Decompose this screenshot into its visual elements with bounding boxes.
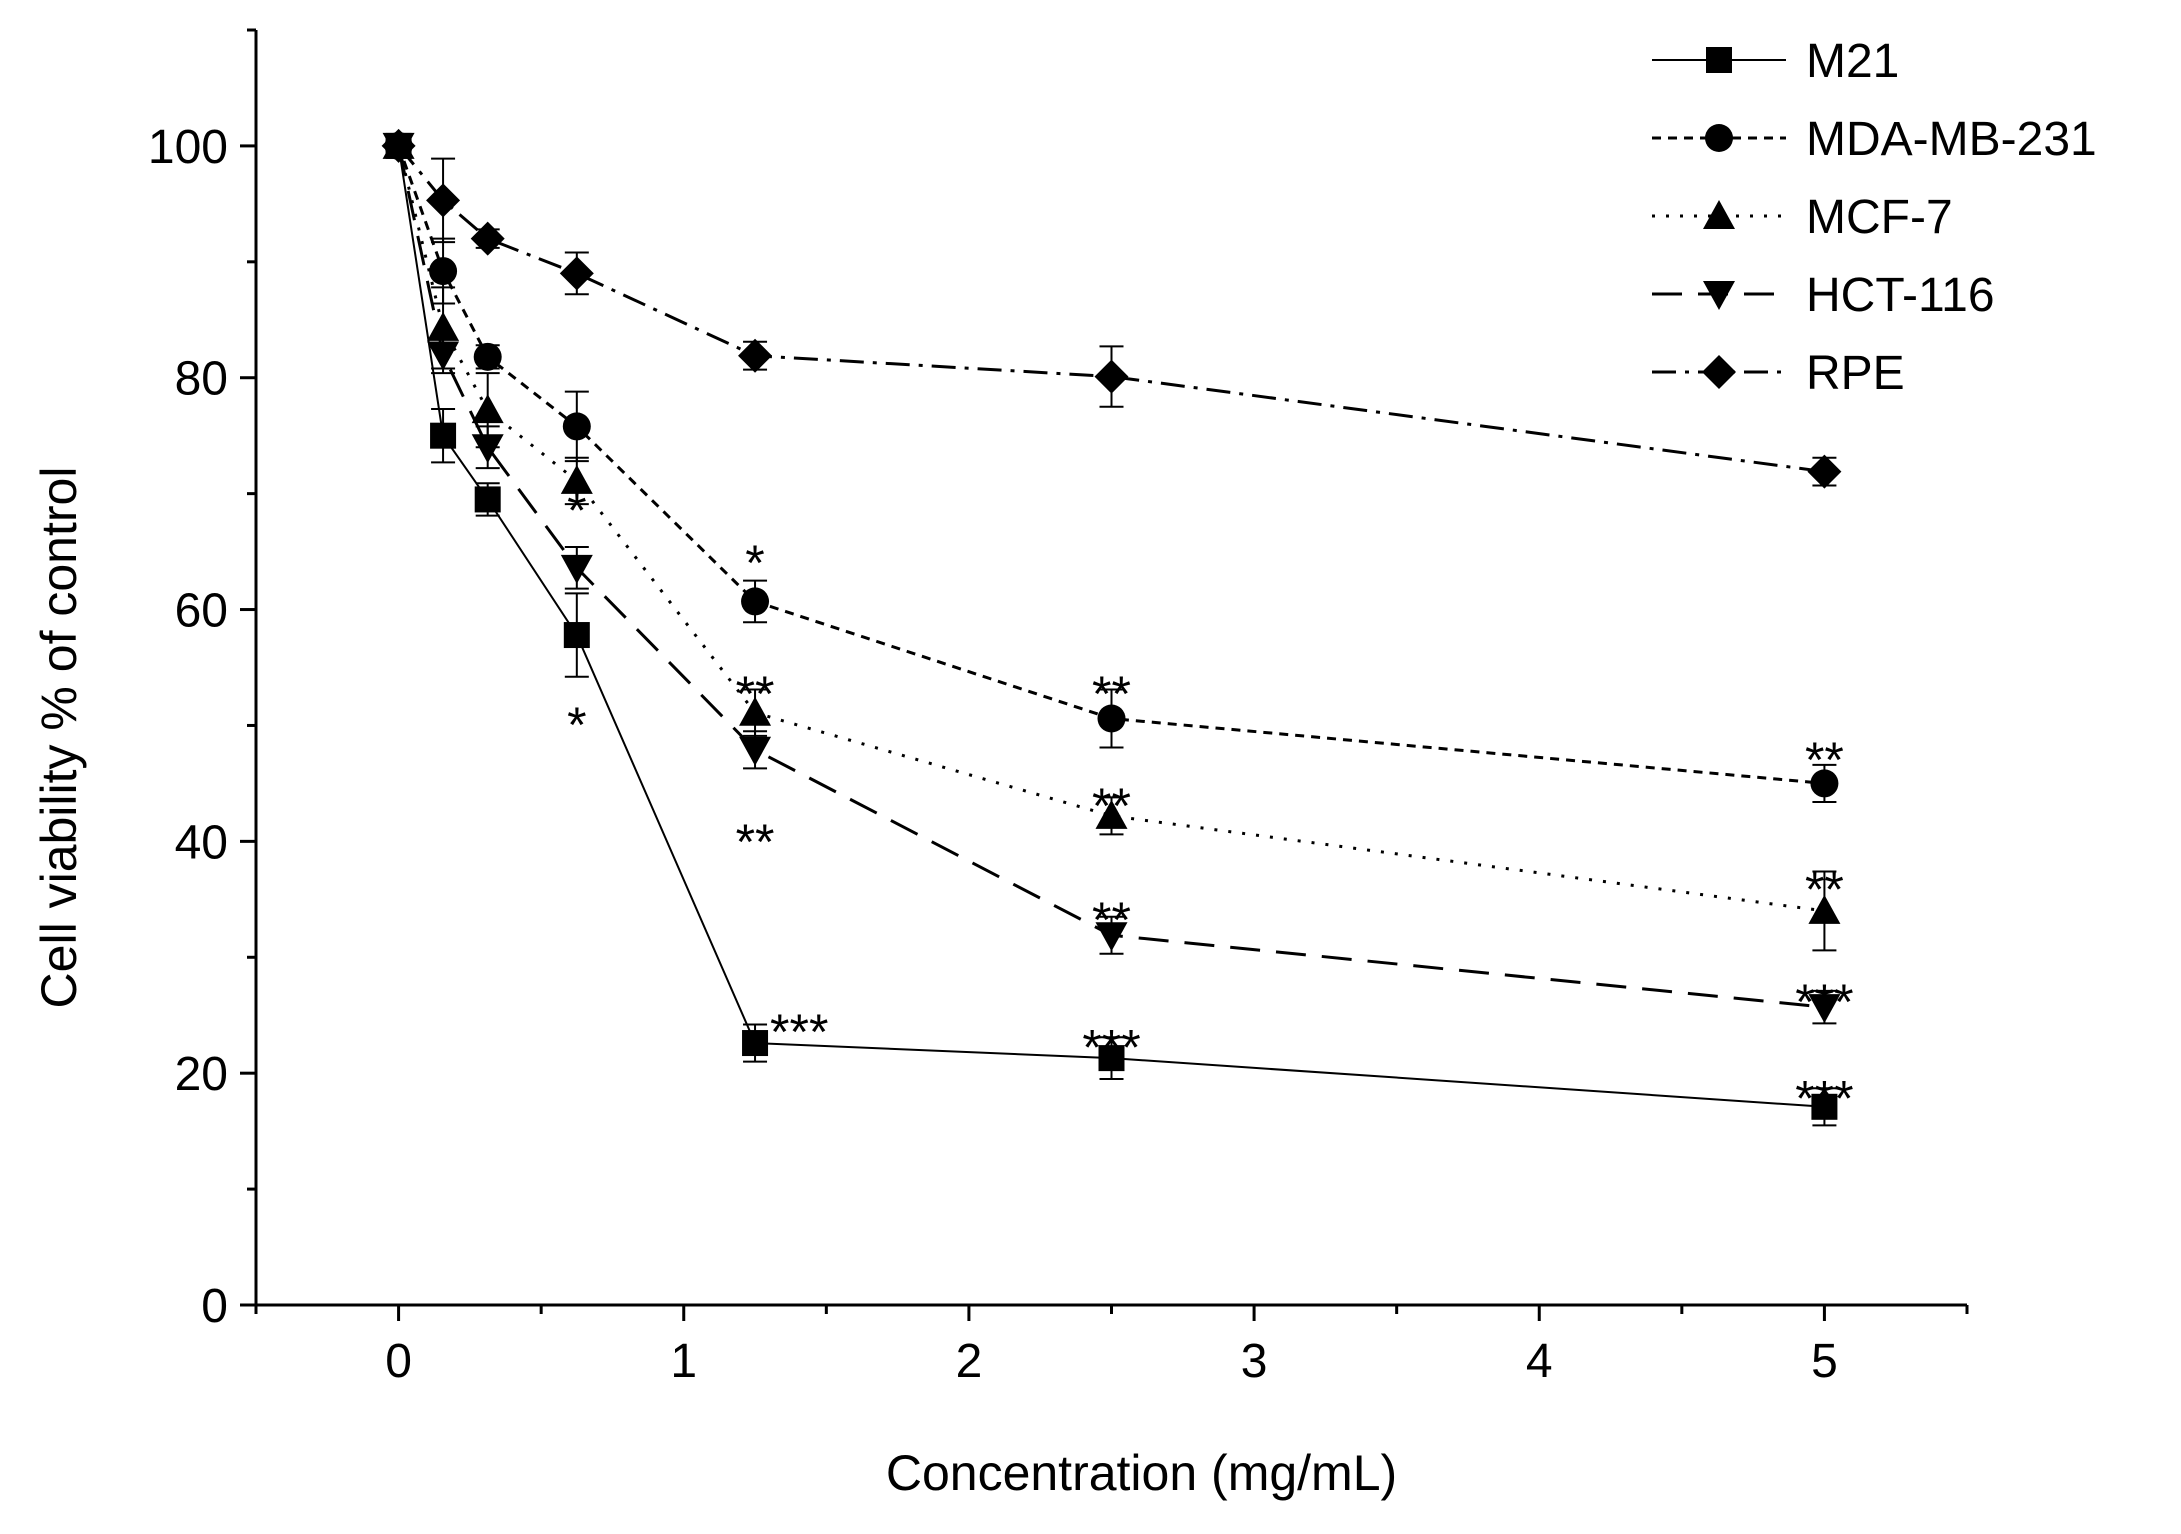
series-hct-116 (382, 132, 1841, 1025)
y-tick-label: 40 (175, 816, 228, 869)
legend-label: M21 (1806, 35, 1899, 88)
series-line (397, 144, 1825, 474)
legend-label: RPE (1806, 347, 1905, 400)
data-point (560, 554, 593, 584)
legend-item: MDA-MB-231 (1652, 113, 2097, 166)
data-point (1808, 894, 1841, 924)
legend-item: HCT-116 (1652, 269, 1995, 322)
series-rpe (381, 128, 1842, 489)
legend-label: MDA-MB-231 (1806, 113, 2097, 166)
legend-label: MCF-7 (1806, 191, 1953, 244)
x-tick-label: 0 (385, 1335, 412, 1388)
data-point (430, 422, 457, 449)
significance-mark: *** (770, 1004, 828, 1060)
y-tick-label: 80 (175, 353, 228, 406)
significance-annotations: ***************************** (567, 483, 1854, 1127)
data-point (739, 696, 772, 726)
data-point (474, 486, 501, 513)
y-tick-label: 20 (175, 1048, 228, 1101)
series-line (397, 145, 1825, 1009)
legend-marker (1702, 355, 1736, 389)
data-point (741, 587, 770, 616)
data-point (381, 128, 416, 163)
x-tick-label: 5 (1811, 1335, 1838, 1388)
data-point (1095, 922, 1128, 952)
significance-mark: ** (1092, 778, 1131, 834)
legend-item: MCF-7 (1652, 191, 1953, 244)
plot-area (381, 128, 1842, 1127)
significance-mark: ** (1092, 666, 1131, 722)
data-point (1810, 769, 1839, 798)
significance-mark: * (567, 483, 586, 539)
significance-mark: * (567, 697, 586, 753)
significance-mark: ** (1805, 732, 1844, 788)
data-point (1807, 454, 1842, 489)
legend-item: M21 (1652, 35, 1899, 88)
significance-mark: * (745, 535, 764, 591)
significance-mark: ** (1092, 892, 1131, 948)
data-point (560, 464, 593, 494)
legend-item: RPE (1652, 347, 1905, 400)
data-point (1098, 1045, 1125, 1072)
x-tick-label: 2 (956, 1335, 983, 1388)
y-tick-label: 60 (175, 585, 228, 638)
significance-mark: ** (736, 814, 775, 870)
data-point (427, 311, 460, 341)
data-point (559, 256, 594, 291)
legend-marker (1703, 200, 1735, 229)
y-tick-label: 100 (148, 121, 228, 174)
significance-mark: ** (736, 666, 775, 722)
data-point (429, 257, 458, 286)
data-point (738, 338, 773, 373)
significance-mark: *** (1795, 974, 1853, 1030)
data-point (742, 1030, 769, 1057)
x-tick-label: 1 (670, 1335, 697, 1388)
x-tick-label: 4 (1526, 1335, 1553, 1388)
significance-mark: *** (1082, 1019, 1140, 1075)
data-point (470, 221, 505, 256)
data-point (1808, 994, 1841, 1024)
data-point (1094, 359, 1129, 394)
data-point (471, 394, 504, 424)
legend-marker (1705, 124, 1733, 152)
data-point (562, 412, 591, 441)
legend-marker (1703, 281, 1735, 310)
data-point (1095, 799, 1128, 829)
x-axis-title: Concentration (mg/mL) (886, 1445, 1397, 1501)
significance-mark: ** (1805, 862, 1844, 918)
legend: M21 MDA-MB-231 MCF-7 HCT-116 RPE (1652, 35, 2097, 400)
y-axis-title: Cell viability % of control (31, 467, 87, 1009)
series-m21 (385, 132, 1838, 1127)
legend-marker (1706, 47, 1732, 73)
significance-mark: *** (1795, 1070, 1853, 1126)
data-point (427, 341, 460, 371)
axes: 0 1 2 3 4 5 0 20 40 60 80 100 Concentration (mg/mL) C… (31, 28, 1969, 1501)
data-point (426, 183, 461, 218)
legend-label: HCT-116 (1806, 269, 1995, 322)
x-tick-label: 3 (1241, 1335, 1268, 1388)
data-point (1811, 1093, 1838, 1120)
data-point (563, 622, 590, 649)
data-point (471, 434, 504, 464)
data-point (1097, 704, 1126, 733)
data-point (473, 342, 502, 371)
y-tick-label: 0 (201, 1280, 228, 1333)
data-point (739, 736, 772, 766)
